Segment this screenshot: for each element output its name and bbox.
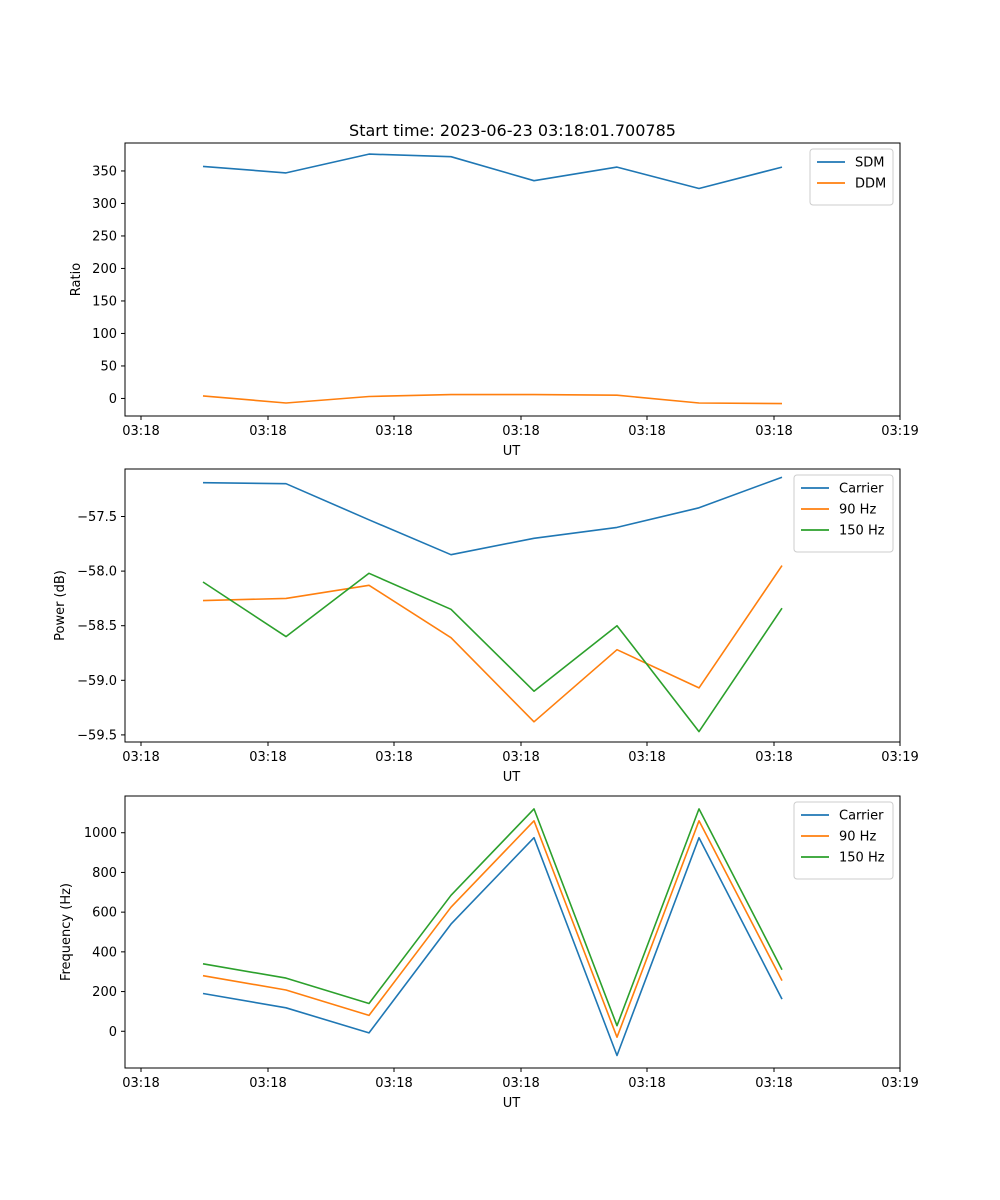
- legend-label: 150 Hz: [839, 524, 885, 539]
- legend-label: 90 Hz: [839, 830, 876, 845]
- y-tick-label: 200: [92, 262, 117, 277]
- legend-label: Carrier: [839, 809, 884, 824]
- x-axis-label: UT: [503, 444, 521, 459]
- x-tick-label: 03:18: [375, 424, 412, 439]
- series-line-3: [202, 808, 783, 1027]
- x-tick-label: 03:18: [502, 424, 539, 439]
- x-tick-label: 03:18: [249, 424, 286, 439]
- y-tick-label: 0: [109, 1025, 117, 1040]
- x-tick-label: 03:18: [375, 1076, 412, 1091]
- x-tick-label: 03:18: [249, 1076, 286, 1091]
- plot-frame: [124, 142, 901, 417]
- y-tick-label: 100: [92, 327, 117, 342]
- x-tick-label: 03:18: [122, 750, 159, 765]
- series-line-1: [202, 153, 783, 190]
- y-tick-label: 250: [92, 229, 117, 244]
- panel-2: 03:18 03:18 03:18 03:18 03:18 03:18 03:19 −59.5…: [53, 468, 919, 785]
- legend: SDM DDM: [809, 148, 894, 206]
- legend: Carrier 90 Hz 150 Hz: [793, 474, 894, 553]
- x-tick-label: 03:18: [122, 1076, 159, 1091]
- legend-label: 150 Hz: [839, 851, 885, 866]
- legend-box: [793, 474, 894, 553]
- y-tick-label: 150: [92, 294, 117, 309]
- series-line-3: [202, 572, 783, 733]
- y-tick-label: 350: [92, 164, 117, 179]
- series-line-2: [202, 393, 783, 405]
- legend-label: 90 Hz: [839, 503, 876, 518]
- panel-1: 03:18 03:18 03:18 03:18 03:18 03:18 03:19 0 50 10…: [69, 142, 919, 459]
- plot-frame: [124, 468, 901, 743]
- y-tick-label: 50: [100, 359, 117, 374]
- x-axis-label: UT: [503, 1096, 521, 1111]
- y-tick-label: −58.0: [77, 565, 117, 580]
- x-tick-label: 03:18: [502, 750, 539, 765]
- x-tick-label: 03:18: [755, 1076, 792, 1091]
- y-axis-label: Frequency (Hz): [59, 883, 74, 981]
- y-tick-label: −58.5: [77, 619, 117, 634]
- panel-3: 03:18 03:18 03:18 03:18 03:18 03:18 03:19 0 200 4…: [59, 795, 919, 1111]
- y-axis-label: Ratio: [69, 263, 84, 296]
- legend: Carrier 90 Hz 150 Hz: [793, 801, 894, 880]
- legend-label: Carrier: [839, 482, 884, 497]
- series-line-2: [202, 565, 783, 723]
- legend-label: DDM: [855, 177, 886, 192]
- x-tick-label: 03:19: [881, 424, 918, 439]
- x-tick-label: 03:19: [881, 750, 918, 765]
- x-tick-label: 03:18: [628, 1076, 665, 1091]
- x-tick-label: 03:18: [122, 424, 159, 439]
- y-tick-label: 800: [92, 866, 117, 881]
- series-line-1: [202, 476, 783, 556]
- y-tick-label: 400: [92, 945, 117, 960]
- x-tick-label: 03:18: [755, 750, 792, 765]
- legend-box: [809, 148, 894, 206]
- plot-frame: [124, 795, 901, 1069]
- y-tick-label: 300: [92, 197, 117, 212]
- y-axis-label: Power (dB): [53, 570, 68, 641]
- y-tick-label: 600: [92, 906, 117, 921]
- legend-box: [793, 801, 894, 880]
- y-tick-label: −57.5: [77, 510, 117, 525]
- y-tick-label: 1000: [84, 826, 117, 841]
- series-line-2: [202, 819, 783, 1038]
- y-tick-label: 0: [109, 392, 117, 407]
- x-tick-label: 03:18: [375, 750, 412, 765]
- x-tick-label: 03:18: [502, 1076, 539, 1091]
- y-tick-label: 200: [92, 985, 117, 1000]
- x-tick-label: 03:18: [249, 750, 286, 765]
- series-line-1: [202, 836, 783, 1057]
- x-tick-label: 03:19: [881, 1076, 918, 1091]
- chart-title: Start time: 2023-06-23 03:18:01.700785: [349, 121, 676, 140]
- y-tick-label: −59.5: [77, 728, 117, 743]
- x-tick-label: 03:18: [755, 424, 792, 439]
- x-tick-label: 03:18: [628, 424, 665, 439]
- legend-label: SDM: [855, 156, 884, 171]
- y-tick-label: −59.0: [77, 674, 117, 689]
- x-axis-label: UT: [503, 770, 521, 785]
- chart-panels: 03:18 03:18 03:18 03:18 03:18 03:18 03:19 0 50 10…: [53, 142, 919, 1111]
- x-tick-label: 03:18: [628, 750, 665, 765]
